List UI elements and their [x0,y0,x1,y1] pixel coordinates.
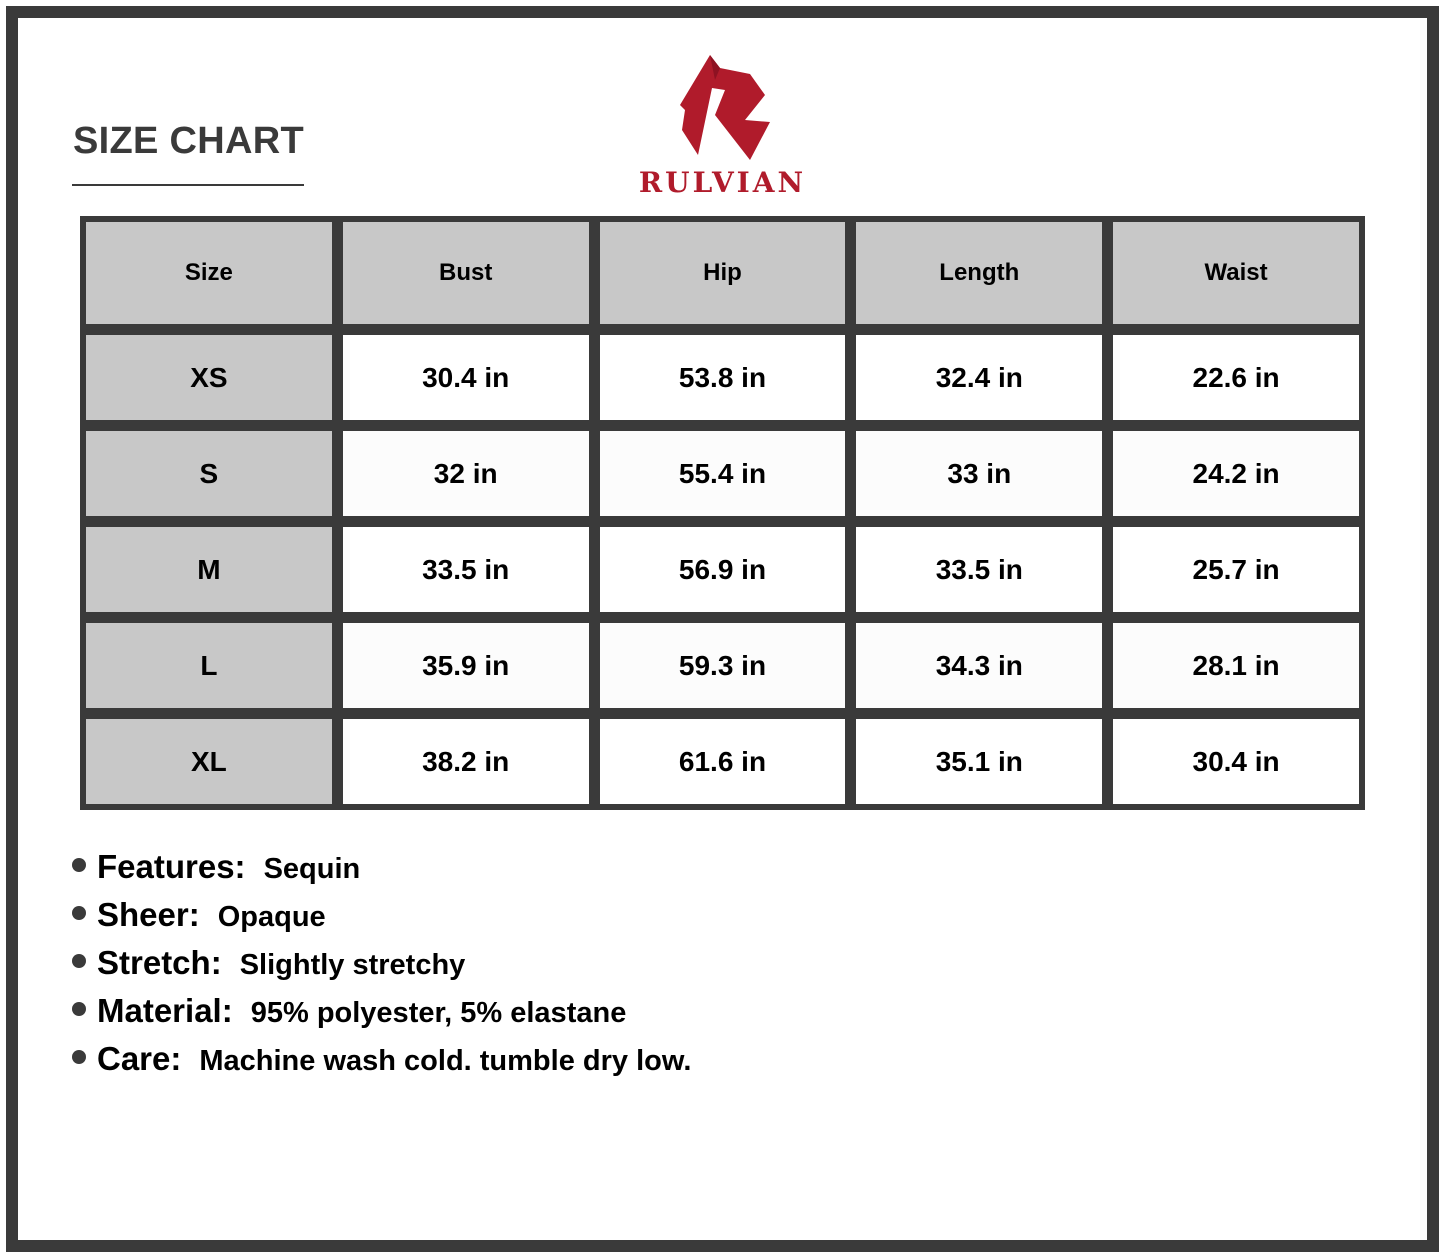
feature-label: Care: [97,1040,182,1077]
brand-logo: RULVIAN [620,50,825,200]
feature-item: Stretch: Slightly stretchy [72,944,691,992]
measurement-cell: 24.2 in [1113,431,1359,516]
measurement-cell: 22.6 in [1113,335,1359,420]
feature-label: Material: [97,992,233,1029]
size-label-cell: L [86,623,332,708]
size-label-cell: S [86,431,332,516]
bullet-icon [72,954,86,968]
feature-label: Stretch: [97,944,222,981]
column-header-size: Size [86,222,332,324]
measurement-cell: 59.3 in [599,623,846,708]
measurement-cell: 56.9 in [599,527,846,612]
measurement-cell: 34.3 in [856,623,1103,708]
feature-item: Sheer: Opaque [72,896,691,944]
measurement-cell: 33 in [856,431,1103,516]
measurement-cell: 30.4 in [1113,719,1359,804]
bullet-icon [72,858,86,872]
measurement-cell: 35.9 in [342,623,589,708]
bullet-icon [72,1002,86,1016]
column-header-hip: Hip [599,222,846,324]
measurement-cell: 28.1 in [1113,623,1359,708]
measurement-cell: 32.4 in [856,335,1103,420]
feature-label: Sheer: [97,896,200,933]
bullet-icon [72,1050,86,1064]
size-table: Size Bust Hip Length Waist XS 30.4 in 53.8 in 32… [80,216,1365,810]
feature-value: Slightly stretchy [239,949,466,981]
brand-name: RULVIAN [638,166,807,199]
size-label-cell: XL [86,719,332,804]
feature-value: 95% polyester, 5% elastane [250,997,627,1029]
measurement-cell: 53.8 in [599,335,846,420]
feature-value: Machine wash cold. tumble dry low. [199,1045,692,1077]
feature-value: Sequin [263,853,361,885]
column-header-waist: Waist [1113,222,1359,324]
feature-item: Features: Sequin [72,848,691,896]
measurement-cell: 33.5 in [342,527,589,612]
measurement-cell: 38.2 in [342,719,589,804]
bullet-icon [72,906,86,920]
measurement-cell: 30.4 in [342,335,589,420]
column-header-length: Length [856,222,1103,324]
feature-item: Material: 95% polyester, 5% elastane [72,992,691,1040]
title-underline [72,184,304,186]
measurement-cell: 35.1 in [856,719,1103,804]
brand-r-icon [680,55,770,160]
measurement-cell: 32 in [342,431,589,516]
column-header-bust: Bust [342,222,589,324]
measurement-cell: 25.7 in [1113,527,1359,612]
feature-label: Features: [97,848,246,885]
measurement-cell: 61.6 in [599,719,846,804]
page-title: SIZE CHART [73,120,304,162]
measurement-cell: 33.5 in [856,527,1103,612]
measurement-cell: 55.4 in [599,431,846,516]
feature-list: Features: Sequin Sheer: Opaque Stretch: Sligh… [72,848,691,1088]
size-label-cell: XS [86,335,332,420]
feature-item: Care: Machine wash cold. tumble dry low. [72,1040,691,1088]
size-label-cell: M [86,527,332,612]
feature-value: Opaque [217,901,326,933]
